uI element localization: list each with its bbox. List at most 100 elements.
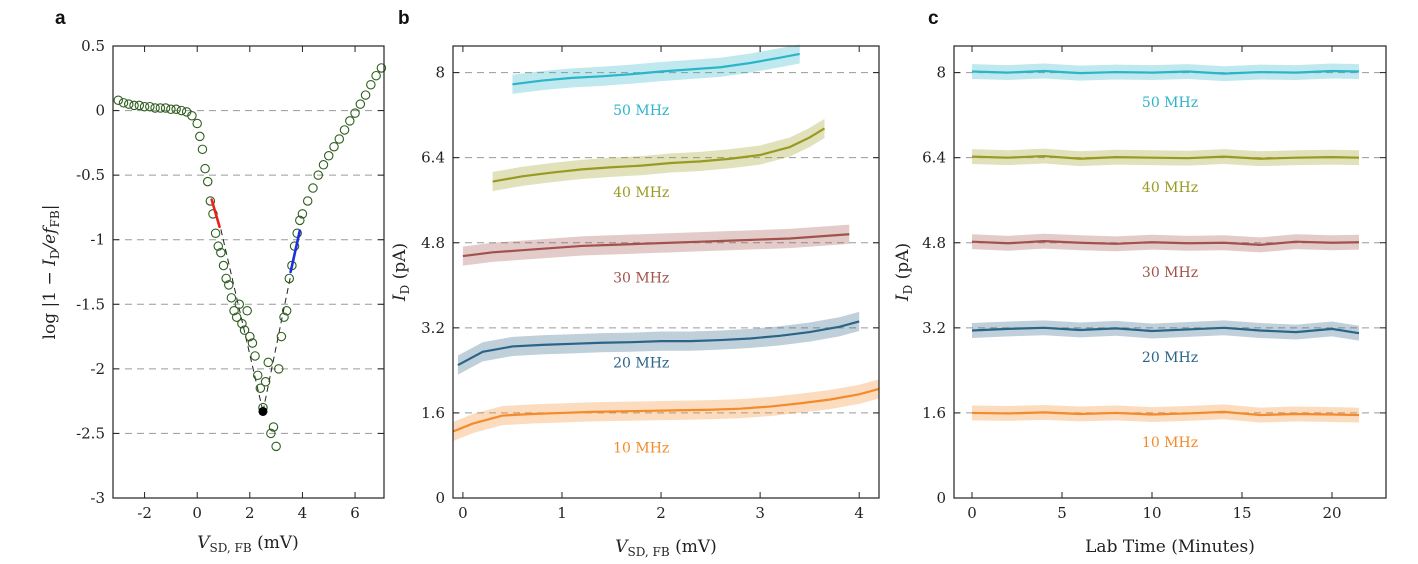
panel-b-series-label-20-mhz: 20 MHz — [613, 355, 669, 371]
panel-b-line-30-mhz — [462, 233, 850, 258]
panel-a-reference-lines — [113, 110, 384, 434]
panel-c-y-tick-label-3: 4.8 — [922, 234, 946, 252]
panel-a-point-42 — [263, 357, 273, 368]
panel-a-point-69 — [371, 70, 381, 81]
panel-a-point-41 — [260, 377, 271, 387]
panel-c-frame — [953, 45, 1387, 499]
panel-a-y-axis-title-prefix: log |1 − — [40, 266, 60, 340]
panel-a-point-19 — [202, 176, 213, 187]
panel-a-point-8 — [155, 103, 166, 113]
panel-a-point-33 — [239, 325, 250, 335]
panel-a-x-tick-label-4: 6 — [350, 504, 360, 522]
panel-b-x-tick-label-3: 3 — [755, 504, 765, 522]
panel-a-point-55 — [297, 209, 308, 219]
panel-a-point-39 — [255, 383, 266, 393]
panel-a-point-17 — [197, 144, 208, 155]
panel-a-point-25 — [218, 260, 229, 271]
panel-a-point-4 — [134, 100, 145, 111]
panel-c-series-label-40-mhz: 40 MHz — [1142, 180, 1198, 196]
panel-b-y-tick-label-3: 4.8 — [421, 234, 445, 252]
panel-b-series-label-50-mhz: 50 MHz — [613, 103, 669, 119]
panel-a-point-45 — [271, 441, 281, 452]
panel-a-point-34 — [242, 305, 252, 316]
panel-c: c 50 MHz 40 MHz 30 MHz 20 MHz 10 MHz 0 5 10 15 2… — [893, 8, 1387, 557]
panel-a-point-44 — [268, 422, 279, 432]
panel-a-point-18 — [200, 163, 210, 174]
panel-a-point-63 — [339, 125, 350, 135]
panel-a-point-65 — [350, 108, 360, 118]
panel-a-x-tick-label-0: -2 — [137, 504, 152, 522]
panel-c-line-10-mhz — [971, 410, 1360, 417]
panel-b-y-axis-title: ID (pA) — [390, 243, 412, 302]
panel-a-y-axis-title-i: I — [40, 259, 60, 267]
panel-a-y-axis-title-fsub: FB — [48, 210, 62, 227]
panel-b-series-label-10-mhz: 10 MHz — [613, 440, 669, 456]
panel-c-marks: 50 MHz 40 MHz 30 MHz 20 MHz 10 MHz — [971, 63, 1360, 451]
panel-a-y-axis-title-f: f — [40, 225, 60, 236]
panel-a-y-tick-label-3: -1 — [90, 231, 105, 249]
panel-a-point-46 — [274, 364, 284, 374]
panel-a-point-43 — [266, 428, 276, 439]
panel-b-y-tick-label-0: 0 — [435, 489, 445, 507]
panel-c-x-tick-label-2: 10 — [1142, 504, 1161, 522]
panel-b-x-tick-label-4: 4 — [854, 504, 864, 522]
panel-b-y-axis-title-i: I — [390, 294, 410, 302]
panel-a-point-62 — [334, 134, 345, 144]
panel-b-band-30-mhz — [462, 224, 850, 266]
panel-c-x-tick-label-0: 0 — [967, 504, 977, 522]
panel-a-point-10 — [166, 104, 176, 115]
panel-a-y-tick-label-6: -2.5 — [76, 424, 105, 442]
panel-c-y-axis-title-i: I — [893, 294, 913, 302]
panel-a-point-35 — [245, 331, 255, 342]
panel-b-band-20-mhz — [457, 311, 860, 375]
panel-a-point-22 — [210, 228, 221, 239]
panel-a-point-21 — [208, 209, 218, 219]
panel-c-series-label-10-mhz: 10 MHz — [1142, 435, 1198, 451]
panel-b-x-tick-label-1: 1 — [557, 504, 567, 522]
panel-a-point-49 — [281, 305, 292, 316]
panel-a-point-29 — [229, 305, 239, 316]
panel-a-point-31 — [234, 299, 245, 310]
panel-c-series-label-30-mhz: 30 MHz — [1142, 265, 1198, 281]
panel-a-point-66 — [355, 99, 366, 109]
panel-a-point-38 — [252, 370, 263, 381]
panel-a-ticks: -2 0 2 4 6 0.5 0 -0.5 -1 -1.5 -2 -2.5 -3 — [76, 37, 384, 522]
panel-a-point-11 — [171, 104, 181, 115]
panel-b-x-axis-title-main: V — [615, 537, 629, 557]
panel-a-point-6 — [145, 101, 155, 112]
panel-b-series-label-30-mhz: 30 MHz — [613, 270, 669, 286]
panel-a-point-48 — [279, 312, 289, 322]
panel-a-y-tick-label-4: -1.5 — [76, 295, 105, 313]
panel-c-ticks: 0 5 10 15 20 0 1.6 3.2 4.8 6.4 8 — [922, 46, 1386, 522]
panel-a-point-57 — [308, 183, 318, 193]
panel-a-point-58 — [313, 170, 323, 180]
panel-b-marks: 50 MHz 40 MHz 30 MHz 20 MHz 10 MHz — [452, 44, 880, 456]
panel-a-point-59 — [318, 160, 329, 170]
panel-c-y-tick-label-4: 6.4 — [922, 149, 946, 167]
panel-a-point-24 — [216, 247, 226, 258]
panel-c-letter: c — [928, 8, 939, 29]
panel-a-y-tick-label-2: -0.5 — [76, 166, 105, 184]
panel-a-letter: a — [55, 8, 66, 29]
panel-b-reference-lines — [453, 72, 879, 414]
panel-a-point-1 — [118, 98, 129, 108]
panel-a-point-36 — [247, 338, 258, 348]
panel-c-x-tick-label-1: 5 — [1057, 504, 1067, 522]
panel-a-x-axis-title-sub: SD, FB — [210, 541, 252, 555]
panel-a-point-15 — [192, 118, 202, 129]
panel-b-y-axis-title-unit: (pA) — [390, 243, 410, 285]
panel-a-point-7 — [150, 103, 160, 113]
panel-b-ticks: 0 1 2 3 4 0 1.6 3.2 4.8 6.4 8 — [421, 46, 879, 522]
panel-c-y-tick-label-2: 3.2 — [922, 319, 946, 337]
panel-b-y-tick-label-2: 3.2 — [421, 319, 445, 337]
panel-a-guide-line-0 — [220, 229, 264, 412]
panel-a-point-2 — [124, 99, 134, 109]
panel-c-y-axis-title-isub: D — [901, 285, 915, 295]
panel-c-y-tick-label-0: 0 — [936, 489, 946, 507]
panel-a-guide-line-1 — [262, 275, 292, 412]
panel-a-point-30 — [231, 312, 242, 322]
panel-a-point-60 — [323, 151, 334, 161]
panel-b-line-50-mhz — [512, 52, 800, 86]
panel-a-point-0 — [113, 95, 124, 105]
